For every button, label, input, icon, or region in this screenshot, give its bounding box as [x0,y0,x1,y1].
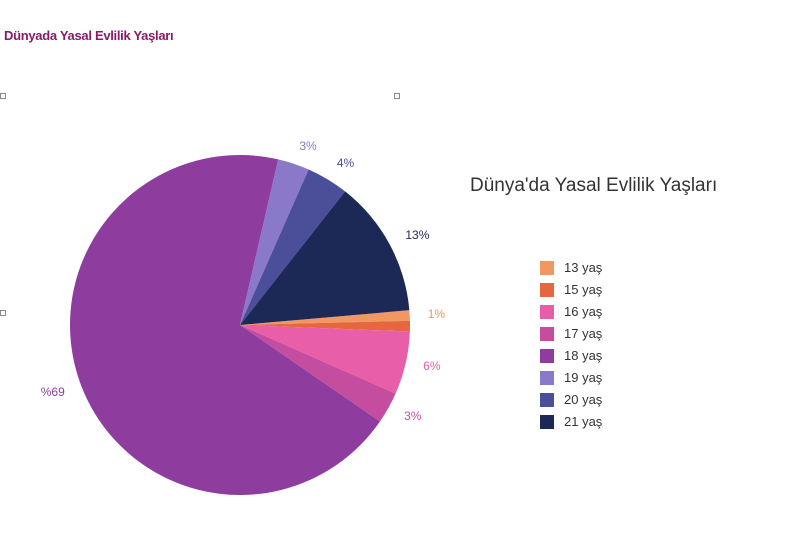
legend-label: 15 yaş [564,282,602,297]
legend-item: 13 yaş [540,260,602,275]
legend-swatch [540,305,554,319]
legend-swatch [540,283,554,297]
pie-slice-label: 1% [428,307,445,321]
legend-swatch [540,415,554,429]
page: Dünyada Yasal Evlilik Yaşları 1%6%3%%693… [0,0,800,533]
legend-label: 21 yaş [564,414,602,429]
legend-label: 19 yaş [564,370,602,385]
legend-swatch [540,261,554,275]
legend-swatch [540,349,554,363]
selection-handle[interactable] [0,310,6,316]
legend-item: 17 yaş [540,326,602,341]
legend-label: 16 yaş [564,304,602,319]
selection-handle[interactable] [394,93,400,99]
page-title: Dünyada Yasal Evlilik Yaşları [4,28,173,43]
legend-item: 20 yaş [540,392,602,407]
legend-item: 16 yaş [540,304,602,319]
pie-svg [70,155,410,495]
pie-slice-label: 6% [423,359,440,373]
legend-label: 18 yaş [564,348,602,363]
legend-label: 17 yaş [564,326,602,341]
legend-item: 21 yaş [540,414,602,429]
legend-swatch [540,393,554,407]
legend-swatch [540,327,554,341]
pie-slice-label: 4% [337,156,354,170]
pie-slice-label: 3% [404,409,421,423]
pie-chart: 1%6%3%%693%4%13% [70,155,410,495]
legend-item: 19 yaş [540,370,602,385]
legend-swatch [540,371,554,385]
selection-handle[interactable] [0,93,6,99]
pie-slice-label: %69 [41,385,65,399]
pie-slice-label: 3% [299,139,316,153]
chart-area: 1%6%3%%693%4%13% Dünya'da Yasal Evlilik … [70,130,730,520]
pie-slice-label: 13% [405,228,429,242]
legend-label: 20 yaş [564,392,602,407]
legend: 13 yaş 15 yaş 16 yaş 17 yaş 18 yaş 19 yaş 20 y… [540,260,602,436]
legend-item: 18 yaş [540,348,602,363]
legend-item: 15 yaş [540,282,602,297]
chart-title: Dünya'da Yasal Evlilik Yaşları [470,175,717,197]
legend-label: 13 yaş [564,260,602,275]
